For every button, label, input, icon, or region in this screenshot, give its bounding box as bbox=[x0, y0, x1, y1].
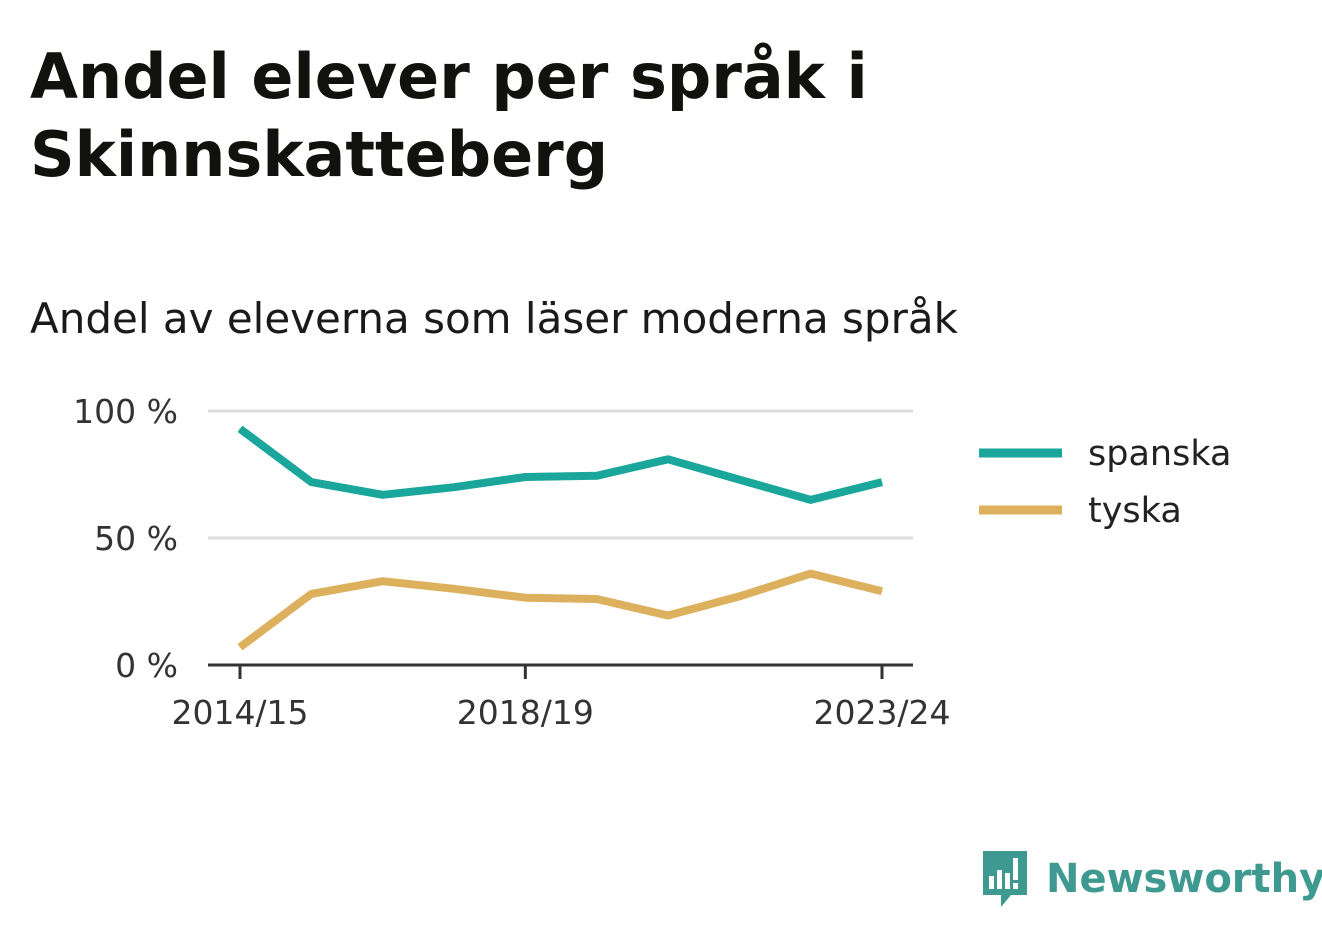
x-tick-label: 2018/19 bbox=[457, 693, 594, 732]
data-point-spanska bbox=[310, 481, 312, 483]
data-point-tyska bbox=[881, 590, 883, 592]
data-point-spanska bbox=[881, 481, 883, 483]
data-point-tyska bbox=[453, 588, 455, 590]
x-tick-label: 2014/15 bbox=[171, 693, 308, 732]
gridlines bbox=[208, 409, 913, 540]
series-line-tyska bbox=[237, 569, 883, 651]
brand-name: Newsworthy bbox=[1046, 856, 1322, 902]
data-point-tyska bbox=[596, 598, 598, 600]
chart-title: Andel elever per språk i Skinnskatteberg bbox=[30, 40, 868, 191]
data-point-spanska bbox=[810, 499, 812, 501]
data-point-spanska bbox=[382, 494, 384, 496]
y-tick-label: 0 % bbox=[115, 646, 178, 685]
data-point-tyska bbox=[738, 595, 740, 597]
data-point-tyska bbox=[382, 580, 384, 582]
newsworthy-brand: Newsworthy bbox=[980, 848, 1322, 910]
data-point-tyska bbox=[810, 573, 812, 575]
chart-subtitle: Andel av eleverna som läser moderna språ… bbox=[30, 294, 958, 343]
data-point-spanska bbox=[453, 486, 455, 488]
legend-label-spanska: spanska bbox=[1088, 434, 1231, 474]
data-point-tyska bbox=[524, 597, 526, 599]
data-point-tyska bbox=[310, 593, 312, 595]
y-tick-label: 50 % bbox=[94, 519, 178, 558]
y-tick-label: 100 % bbox=[73, 392, 178, 431]
data-point-spanska bbox=[239, 428, 241, 430]
series-lines bbox=[237, 425, 883, 651]
newsworthy-logo-icon bbox=[983, 851, 1027, 907]
data-point-spanska bbox=[667, 458, 669, 460]
legend: spanska tyska bbox=[979, 434, 1231, 531]
legend-label-tyska: tyska bbox=[1088, 491, 1182, 531]
data-point-tyska bbox=[239, 646, 241, 648]
data-point-spanska bbox=[738, 479, 740, 481]
series-line-spanska bbox=[237, 425, 883, 504]
data-point-spanska bbox=[524, 476, 526, 478]
x-tick-label: 2023/24 bbox=[813, 693, 950, 732]
data-point-tyska bbox=[667, 614, 669, 616]
data-point-spanska bbox=[596, 475, 598, 477]
x-axis: 100 % 50 % 0 % 2014/15 2018/19 2023/24 bbox=[73, 392, 950, 732]
